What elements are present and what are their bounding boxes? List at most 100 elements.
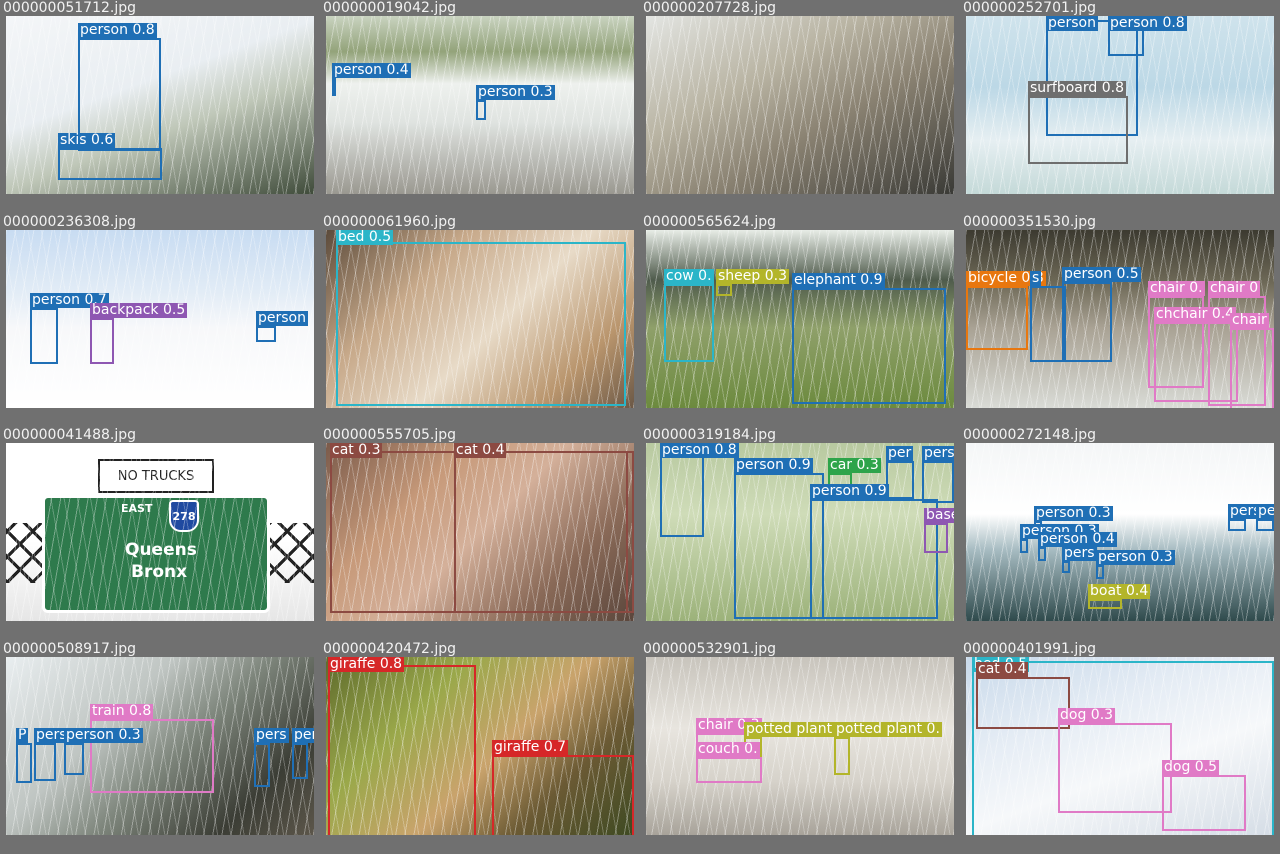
detection-box — [1230, 327, 1274, 408]
detection-box — [256, 325, 276, 342]
detection-label: chchair 0.4 — [1154, 305, 1237, 322]
tile-photo: person 0.8 person 0.9 car 0.3 person 0.9 per… — [646, 443, 954, 621]
detection-box — [966, 285, 1028, 350]
snow-overlay — [646, 656, 954, 835]
detection-label: person 0.5 — [1062, 265, 1141, 282]
highway-sign: EAST 278 Queens Bronx — [42, 495, 270, 613]
detection-label: chair 0 — [1208, 279, 1261, 296]
detection-label: pers — [922, 446, 954, 461]
detection-label: backpack 0.5 — [90, 301, 188, 318]
detection-box — [1154, 321, 1238, 402]
tile-filename: 000000532901.jpg — [643, 640, 776, 657]
tile-photo: cow 0. sheep 0.3 elephant 0.9 — [646, 229, 954, 408]
detection-label: skis 0.6 — [58, 132, 116, 148]
detection-box — [454, 451, 634, 613]
detection-box — [64, 742, 84, 775]
detection-label: surfboard 0.8 — [1028, 80, 1126, 96]
mosaic-tile: 000000565624.jpg cow 0. sheep 0.3 elephant … — [640, 213, 960, 427]
interstate-shield-icon: 278 — [169, 500, 199, 532]
tile-photo — [646, 16, 954, 194]
no-trucks-sign: NO TRUCKS — [98, 459, 214, 493]
detection-box — [834, 736, 850, 775]
mosaic-tile: 000000041488.jpg NO TRUCKS EAST 278 Queens Br… — [0, 427, 320, 641]
detection-box — [696, 756, 762, 783]
tile-filename: 000000565624.jpg — [643, 213, 776, 230]
detection-box — [924, 523, 948, 553]
mosaic-tile: 000000351530.jpg bicycle 0.8 s person 0.5 ch… — [960, 213, 1280, 427]
detection-box — [1162, 774, 1246, 831]
detection-label: elephant 0.9 — [792, 271, 885, 288]
tile-filename: 000000061960.jpg — [323, 213, 456, 230]
tile-filename: 000000401991.jpg — [963, 640, 1096, 657]
detection-label: cat 0.4 — [976, 660, 1029, 677]
detection-box — [254, 742, 270, 787]
tile-photo: person 0.8 skis 0.6 — [6, 16, 314, 194]
detection-label: cat 0.3 — [330, 443, 383, 458]
detection-label: person — [256, 309, 308, 326]
detection-box — [78, 38, 161, 151]
tile-filename: 000000207728.jpg — [643, 0, 776, 16]
snow-overlay — [646, 16, 954, 194]
detection-box — [1062, 561, 1070, 573]
detection-label: person 0.3 — [1034, 505, 1113, 521]
mosaic-tile: 000000420472.jpg giraffe 0.8 giraffe 0.7 — [320, 640, 640, 854]
mosaic-tile: 000000532901.jpg chair 0.3 potted plant pot… — [640, 640, 960, 854]
detection-box — [16, 742, 32, 783]
detection-label: couch 0. — [696, 740, 760, 757]
mosaic-tile: 000000236308.jpg person 0.7 backpack 0.5 pe… — [0, 213, 320, 427]
detection-box — [1228, 519, 1246, 531]
tile-photo: person person 0.8 surfboard 0.8 — [966, 16, 1274, 194]
mosaic-tile: 000000061960.jpg bed 0.5 — [320, 213, 640, 427]
sign-line-queens: Queens — [125, 540, 197, 560]
detection-box — [1038, 547, 1046, 561]
detection-box — [660, 451, 704, 537]
tile-filename: 000000236308.jpg — [3, 213, 136, 230]
detection-box — [34, 742, 56, 781]
detection-box — [716, 283, 732, 296]
detection-box — [328, 664, 476, 835]
detection-box — [292, 742, 308, 779]
tile-photo: bicycle 0.8 s person 0.5 chair 0. chair 0 chc… — [966, 229, 1274, 408]
detection-box — [886, 461, 914, 499]
tile-photo: person 0.4 person 0.3 — [326, 16, 634, 194]
mosaic-tile: 000000252701.jpg person person 0.8 surfboar… — [960, 0, 1280, 214]
detection-box — [792, 287, 946, 404]
detection-label: car 0.3 — [828, 457, 881, 473]
detection-label: potted plant 0. — [834, 720, 942, 737]
detection-label: person 0.3 — [476, 84, 555, 100]
detection-label: person 0.3 — [1096, 549, 1175, 565]
detection-box — [332, 78, 336, 96]
tile-filename: 000000555705.jpg — [323, 427, 456, 443]
detection-label: pers — [1062, 545, 1097, 561]
detection-label: base — [924, 508, 954, 523]
tile-filename: 000000041488.jpg — [3, 427, 136, 443]
detection-box — [1058, 722, 1172, 813]
detection-label: bed 0.5 — [336, 229, 394, 245]
detection-label: sheep 0.3 — [716, 267, 789, 284]
tile-photo: person 0.3 person 0.3 person 0.4 pers person… — [966, 443, 1274, 621]
detection-box — [1020, 539, 1028, 553]
detection-label: dog 0.5 — [1162, 758, 1220, 775]
detection-box — [810, 499, 938, 619]
mosaic-tile: 000000051712.jpg person 0.8 skis 0.6 — [0, 0, 320, 214]
detection-label: potted plant — [744, 720, 835, 737]
sign-line-bronx: Bronx — [131, 562, 188, 582]
mosaic-tile: 000000272148.jpg person 0.3 person 0.3 pers… — [960, 427, 1280, 641]
detection-label: pers — [254, 726, 289, 743]
tile-filename: 000000252701.jpg — [963, 0, 1096, 16]
detection-box — [1062, 281, 1112, 362]
detection-label: pers — [1228, 503, 1263, 519]
detection-label: chair — [1230, 311, 1269, 328]
detection-box — [30, 307, 58, 364]
detection-label: dog 0.3 — [1058, 706, 1116, 723]
mosaic-tile: 000000319184.jpg person 0.8 person 0.9 car … — [640, 427, 960, 641]
tile-photo: NO TRUCKS EAST 278 Queens Bronx — [6, 443, 314, 621]
tile-filename: 000000019042.jpg — [323, 0, 456, 16]
detection-label: train 0.8 — [90, 702, 154, 719]
detection-label: per — [886, 445, 914, 461]
detection-label: person 0.4 — [332, 62, 411, 78]
detection-label: cat 0.4 — [454, 443, 507, 458]
